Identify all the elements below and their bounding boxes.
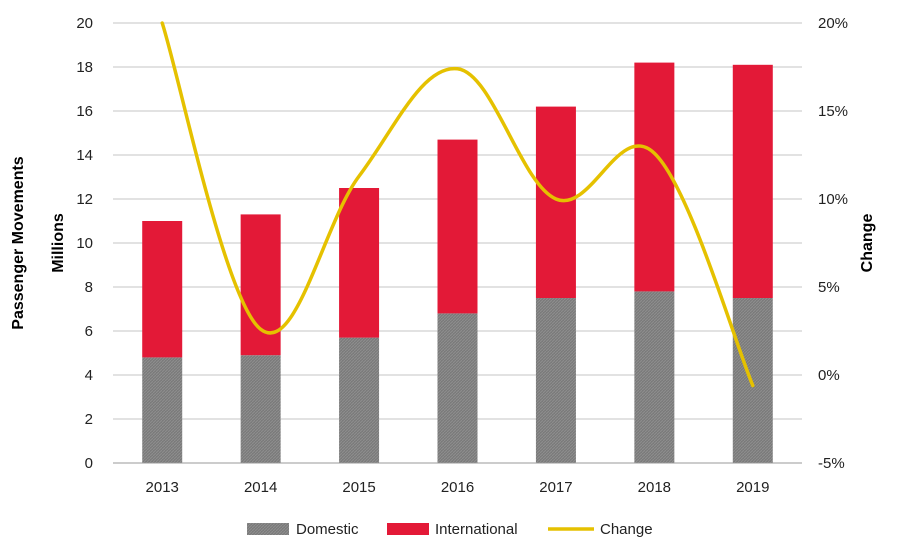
x-tick-label: 2019: [736, 479, 769, 496]
legend-swatch-domestic: [247, 523, 289, 535]
legend: Domestic International Change: [247, 521, 653, 538]
bar-international: [732, 64, 773, 298]
change-line-series: [160, 21, 755, 388]
left-y-tick-label: 20: [76, 15, 93, 32]
left-y-tick-label: 14: [76, 147, 93, 164]
bar-domestic: [535, 298, 576, 463]
bar-domestic: [732, 298, 773, 463]
bar-domestic: [339, 337, 380, 463]
left-y-tick-label: 18: [76, 59, 93, 76]
left-y-tick-label: 10: [76, 235, 93, 252]
legend-swatch-international: [387, 523, 429, 535]
left-y-tick-label: 12: [76, 191, 93, 208]
left-y-tick-label: 8: [85, 279, 93, 296]
right-y-tick-label: 15%: [818, 103, 848, 120]
left-y-tick-label: 4: [85, 367, 93, 384]
bar-international: [240, 214, 281, 356]
left-y-tick-label: 6: [85, 323, 93, 340]
left-axis-title-1: Passenger Movements: [10, 156, 27, 330]
legend-label-international: International: [435, 521, 518, 538]
bar-series: [142, 62, 773, 463]
bar-domestic: [240, 355, 281, 463]
left-y-tick-label: 0: [85, 455, 93, 472]
right-y-tick-label: 0%: [818, 367, 840, 384]
legend-label-change: Change: [600, 521, 653, 538]
bar-domestic: [437, 313, 478, 463]
axes: 0 2 4 6 8 10 12 14 16 18 20 -5% 0% 5% 10% 15% 20% 2013 201…: [76, 15, 848, 496]
right-y-tick-label: -5%: [818, 455, 845, 472]
right-axis-title: Change: [859, 214, 876, 273]
bar-international: [634, 62, 675, 292]
bar-international: [339, 188, 380, 338]
x-tick-label: 2014: [244, 479, 277, 496]
legend-label-domestic: Domestic: [296, 521, 359, 538]
left-y-tick-label: 16: [76, 103, 93, 120]
x-tick-label: 2017: [539, 479, 572, 496]
right-y-tick-label: 10%: [818, 191, 848, 208]
left-axis-title-2: Millions: [50, 213, 67, 273]
left-y-tick-label: 2: [85, 411, 93, 428]
bar-international: [142, 221, 183, 358]
bar-domestic: [634, 291, 675, 463]
x-tick-label: 2018: [638, 479, 671, 496]
x-tick-label: 2015: [342, 479, 375, 496]
change-line: [160, 21, 755, 388]
bar-domestic: [142, 357, 183, 463]
right-y-tick-label: 20%: [818, 15, 848, 32]
bar-international: [535, 106, 576, 298]
right-y-tick-label: 5%: [818, 279, 840, 296]
x-tick-label: 2013: [146, 479, 179, 496]
bar-international: [437, 139, 478, 314]
x-tick-label: 2016: [441, 479, 474, 496]
